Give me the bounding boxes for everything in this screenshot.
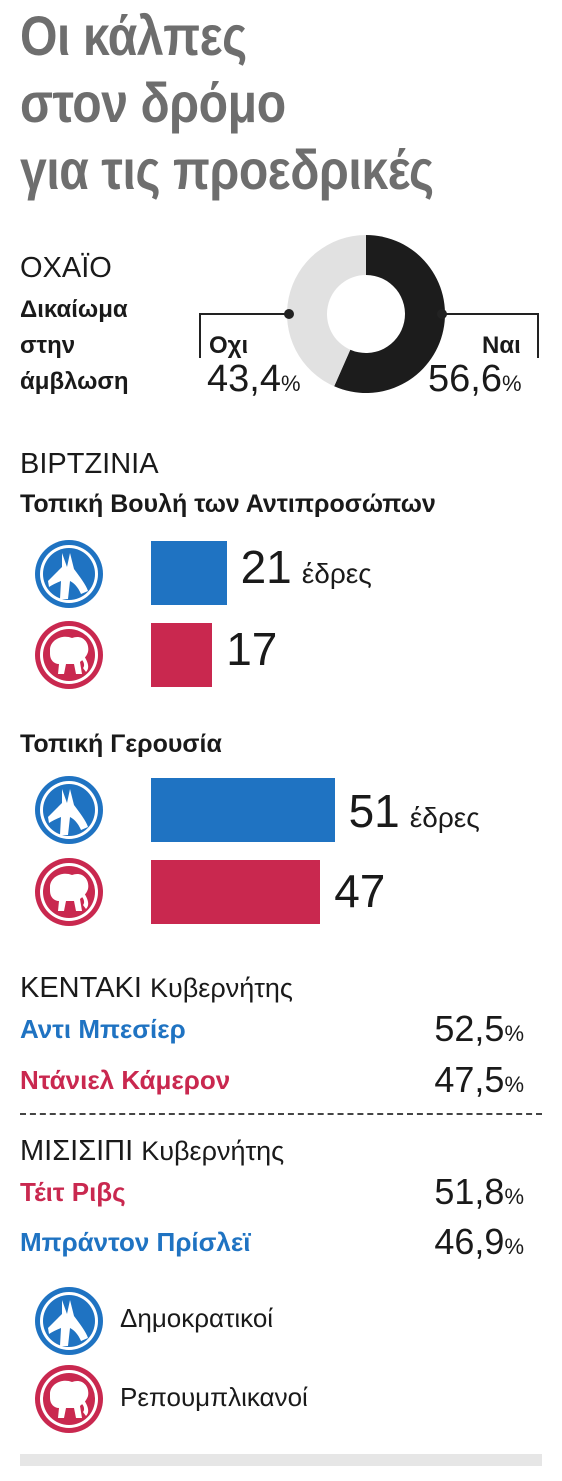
kentucky-value-2-number: 47,5: [434, 1059, 505, 1100]
donkey-icon: [35, 540, 103, 608]
senate-title: Τοπική Γερουσία: [20, 730, 222, 758]
kentucky-heading: ΚΕΝΤΑΚΙ Κυβερνήτης: [20, 972, 293, 1005]
elephant-icon: [35, 858, 103, 926]
house-dem-bar: [151, 541, 227, 605]
ohio-state-label: ΟΧΑΪΟ: [20, 252, 112, 284]
ohio-measure-line-2: στην: [20, 332, 76, 359]
mississippi-state-label: ΜΙΣΙΣΙΠΙ: [20, 1135, 134, 1167]
donkey-icon: [35, 776, 103, 844]
donkey-icon: [35, 1287, 103, 1355]
kentucky-value-1-pct: %: [504, 1021, 524, 1046]
kentucky-office: Κυβερνήτης: [150, 973, 293, 1003]
no-value-number: 43,4: [207, 358, 281, 400]
no-leader-dot: [284, 309, 294, 319]
yes-value-pct: %: [501, 371, 522, 396]
virginia-state-label: ΒΙΡΤΖΙΝΙΑ: [20, 448, 159, 480]
house-rep-value: 17: [226, 623, 278, 675]
page-title: Οι κάλπες στον δρόμο για τις προεδρικές: [20, 2, 476, 203]
house-dem-seats: 21: [240, 541, 292, 593]
senate-dem-seats: 51: [348, 785, 400, 837]
house-dem-value: 21 έδρες: [241, 540, 372, 594]
senate-dem-bar: [151, 778, 335, 842]
mississippi-value-1-pct: %: [504, 1184, 524, 1209]
ohio-measure-line-1: Δικαίωμα: [20, 296, 128, 323]
senate-rep-value: 47: [334, 865, 386, 917]
mississippi-value-2-pct: %: [504, 1234, 524, 1259]
no-label: Οχι: [209, 332, 249, 359]
kentucky-value-2: 47,5%: [434, 1059, 524, 1101]
yes-label: Ναι: [482, 332, 521, 359]
mississippi-value-2-number: 46,9: [434, 1221, 505, 1262]
senate-rep-bar: [151, 860, 321, 924]
kentucky-value-1: 52,5%: [434, 1008, 524, 1050]
no-slice: [287, 235, 366, 387]
ohio-donut-chart: [199, 235, 539, 393]
house-rep-bar: [151, 623, 213, 687]
senate-dem-value: 51 έδρες: [349, 784, 480, 838]
ohio-measure: Δικαίωμα στην άμβλωση: [20, 292, 129, 400]
mississippi-office: Κυβερνήτης: [141, 1136, 285, 1166]
senate-unit: έδρες: [409, 802, 480, 833]
yes-leader-line: [442, 313, 539, 358]
yes-leader-dot: [437, 309, 447, 319]
yes-value: 56,6%: [428, 358, 522, 401]
legend-dem-label: Δημοκρατικοί: [120, 1303, 274, 1333]
mississippi-candidate-1: Τέιτ Ριβς: [20, 1177, 126, 1207]
no-value-pct: %: [280, 371, 301, 396]
mississippi-heading: ΜΙΣΙΣΙΠΙ Κυβερνήτης: [20, 1135, 284, 1168]
no-leader-line: [199, 313, 289, 358]
elephant-icon: [35, 1365, 103, 1433]
mississippi-candidate-2: Μπράντον Πρίσλεϊ: [20, 1227, 251, 1257]
footer-bar: [20, 1454, 542, 1466]
mississippi-value-1-number: 51,8: [434, 1171, 505, 1212]
house-title: Τοπική Βουλή των Αντιπροσώπων: [20, 490, 436, 518]
kentucky-state-label: ΚΕΝΤΑΚΙ: [20, 972, 142, 1004]
mississippi-value-1: 51,8%: [434, 1171, 524, 1213]
no-value: 43,4%: [207, 358, 301, 401]
mississippi-value-2: 46,9%: [434, 1221, 524, 1263]
kentucky-value-1-number: 52,5: [434, 1008, 505, 1049]
kentucky-value-2-pct: %: [504, 1072, 524, 1097]
house-unit: έδρες: [301, 558, 372, 589]
elephant-icon: [35, 621, 103, 689]
kentucky-candidate-2: Ντάνιελ Κάμερον: [20, 1065, 231, 1095]
title-line-1: Οι κάλπες: [20, 4, 247, 67]
title-line-3: για τις προεδρικές: [20, 138, 434, 201]
kentucky-candidate-1: Αντι Μπεσίερ: [20, 1014, 186, 1044]
title-line-2: στον δρόμο: [20, 71, 286, 134]
yes-value-number: 56,6: [428, 358, 502, 400]
legend-rep-label: Ρεπουμπλικανοί: [120, 1382, 308, 1412]
yes-slice: [334, 235, 446, 393]
divider: [20, 1113, 542, 1115]
ohio-measure-line-3: άμβλωση: [20, 368, 129, 395]
